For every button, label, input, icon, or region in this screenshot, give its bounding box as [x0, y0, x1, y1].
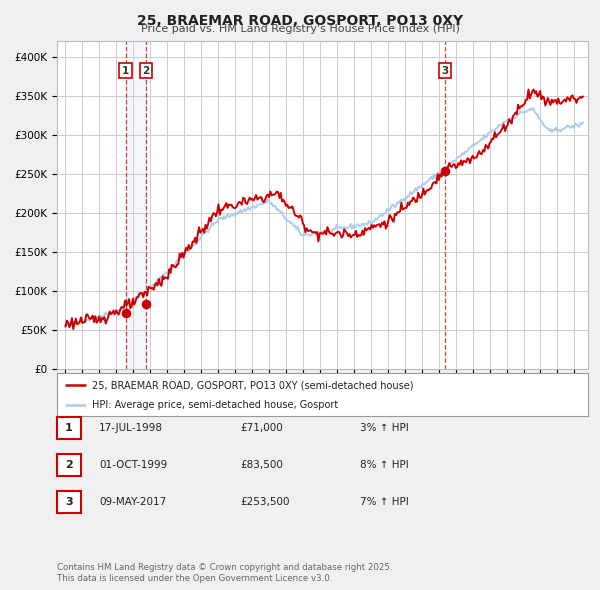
Text: 8% ↑ HPI: 8% ↑ HPI: [360, 460, 409, 470]
Text: £83,500: £83,500: [240, 460, 283, 470]
Text: Contains HM Land Registry data © Crown copyright and database right 2025.: Contains HM Land Registry data © Crown c…: [57, 563, 392, 572]
Point: [440, 166, 449, 176]
Text: 3% ↑ HPI: 3% ↑ HPI: [360, 423, 409, 432]
Text: 25, BRAEMAR ROAD, GOSPORT, PO13 0XY (semi-detached house): 25, BRAEMAR ROAD, GOSPORT, PO13 0XY (sem…: [92, 381, 413, 391]
Text: 01-OCT-1999: 01-OCT-1999: [99, 460, 167, 470]
Bar: [125, 41, 146, 369]
Text: 2: 2: [142, 65, 149, 76]
Text: 17-JUL-1998: 17-JUL-1998: [99, 423, 163, 432]
Text: 1: 1: [122, 65, 129, 76]
Text: 7% ↑ HPI: 7% ↑ HPI: [360, 497, 409, 507]
Text: This data is licensed under the Open Government Licence v3.0.: This data is licensed under the Open Gov…: [57, 574, 332, 583]
Text: 1: 1: [65, 423, 73, 432]
Text: HPI: Average price, semi-detached house, Gosport: HPI: Average price, semi-detached house,…: [92, 401, 338, 410]
Text: £253,500: £253,500: [240, 497, 290, 507]
Text: £71,000: £71,000: [240, 423, 283, 432]
Text: Price paid vs. HM Land Registry's House Price Index (HPI): Price paid vs. HM Land Registry's House …: [140, 24, 460, 34]
Point: [141, 299, 151, 309]
Text: 3: 3: [65, 497, 73, 507]
Text: 3: 3: [441, 65, 448, 76]
Text: 25, BRAEMAR ROAD, GOSPORT, PO13 0XY: 25, BRAEMAR ROAD, GOSPORT, PO13 0XY: [137, 14, 463, 28]
Point: [121, 309, 130, 318]
Text: 09-MAY-2017: 09-MAY-2017: [99, 497, 166, 507]
Text: 2: 2: [65, 460, 73, 470]
